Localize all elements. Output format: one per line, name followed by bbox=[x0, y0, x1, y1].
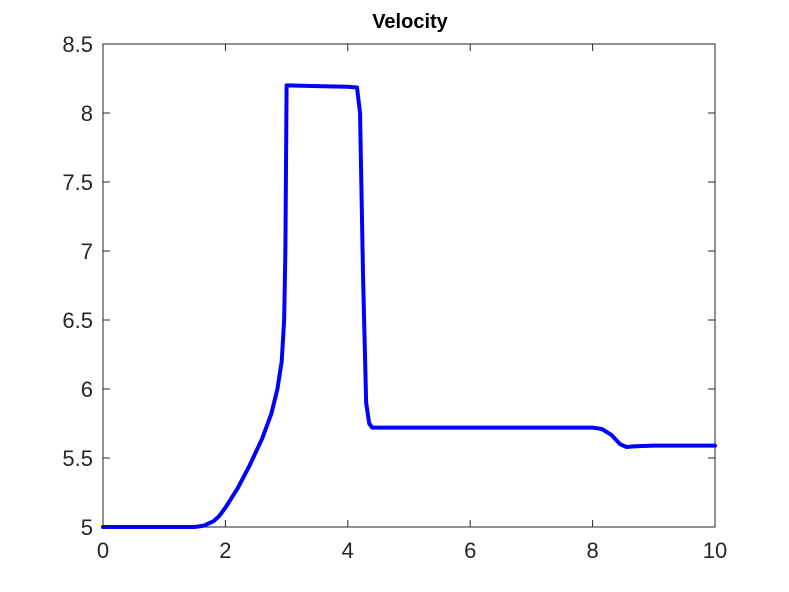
x-tick-label: 0 bbox=[97, 538, 109, 563]
y-tick-label: 6 bbox=[81, 377, 93, 402]
plot-frame bbox=[102, 43, 716, 528]
y-tick-label: 6.5 bbox=[62, 308, 93, 333]
x-tick-label: 6 bbox=[464, 538, 476, 563]
chart-title: Velocity bbox=[372, 11, 448, 33]
x-tick-label: 2 bbox=[219, 538, 231, 563]
y-tick-label: 8 bbox=[81, 101, 93, 126]
axes bbox=[102, 43, 716, 528]
ticks: 0 2 4 6 8 10 5 5.5 6 6.5 7 7.5 8 8.5 bbox=[62, 32, 727, 563]
y-tick-label: 5 bbox=[81, 515, 93, 540]
y-tick-label: 5.5 bbox=[62, 446, 93, 471]
x-tick-label: 8 bbox=[586, 538, 598, 563]
velocity-series-line bbox=[101, 83, 717, 529]
series-layer bbox=[101, 83, 717, 529]
y-tick-label: 7.5 bbox=[62, 170, 93, 195]
x-tick-label: 10 bbox=[703, 538, 727, 563]
x-tick-label: 4 bbox=[342, 538, 354, 563]
y-tick-label: 7 bbox=[81, 239, 93, 264]
y-tick-label: 8.5 bbox=[62, 32, 93, 57]
